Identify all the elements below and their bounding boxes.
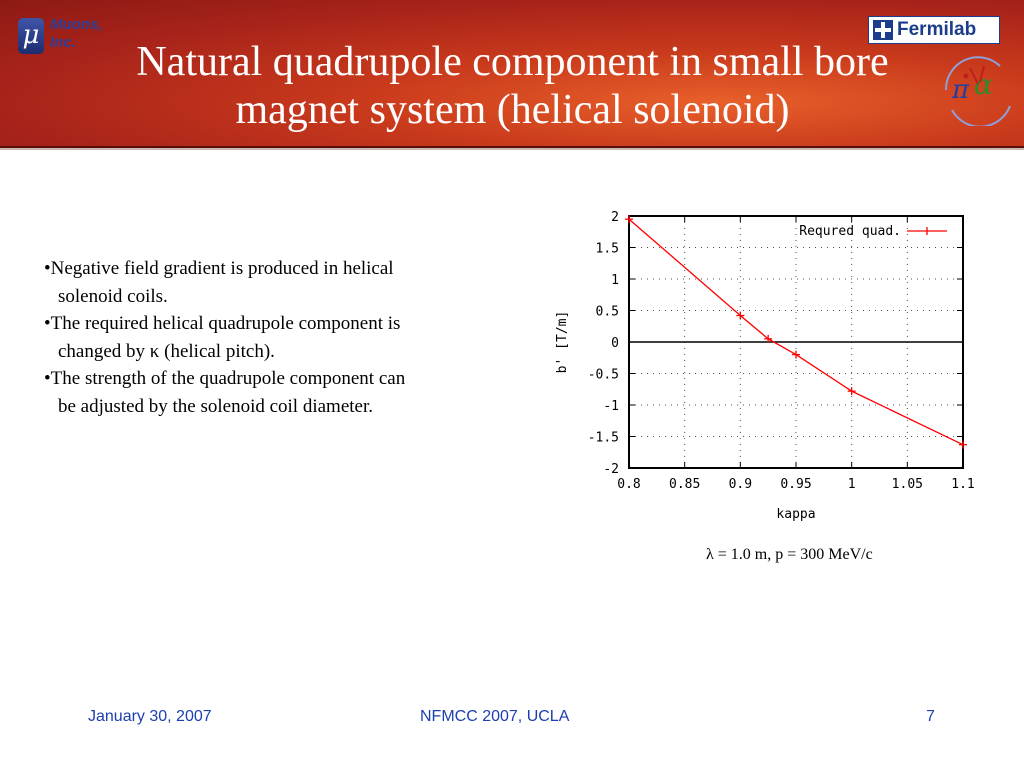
- header-divider: [0, 148, 1024, 150]
- y-tick-labels: 2 1.5 1 0.5 0 -0.5 -1 -1.5 -2: [588, 210, 619, 477]
- data-point: [792, 350, 800, 359]
- data-point: [625, 215, 633, 224]
- x-tick-label: 1.1: [951, 477, 974, 492]
- data-point: [847, 387, 856, 396]
- x-axis-label: kappa: [776, 507, 815, 522]
- footer-date: January 30, 2007: [88, 708, 212, 725]
- series-line: [628, 218, 964, 446]
- data-point: [764, 334, 773, 343]
- mu-symbol-icon: μ: [18, 18, 44, 54]
- legend-label: Requred quad.: [799, 224, 901, 239]
- x-tick-label: 1.05: [892, 477, 923, 492]
- y-tick-label: -1: [603, 399, 619, 414]
- bullet-text-continuation: be adjusted by the solenoid coil diamete…: [58, 395, 374, 417]
- chart-legend: Requred quad.: [799, 224, 947, 239]
- chart-svg: 0.8 0.85 0.9 0.95 1 1.05 1.1 2 1.5 1 0.5 0 -0.5 -1 -1…: [555, 210, 975, 522]
- bullet-text: •Negative field gradient is produced in …: [44, 258, 394, 279]
- slide-header: [0, 0, 1024, 149]
- data-point: [959, 440, 967, 449]
- svg-text:α: α: [974, 68, 993, 101]
- x-tick-label: 0.85: [669, 477, 700, 492]
- x-tick-label: 0.95: [780, 477, 811, 492]
- fermilab-text: Fermilab: [897, 19, 977, 40]
- y-tick-label: 0: [611, 336, 619, 351]
- bullet-text-continuation: changed by κ (helical pitch).: [58, 340, 275, 362]
- bullet-text-continuation: solenoid coils.: [58, 285, 168, 307]
- plot-frame: [628, 215, 964, 469]
- quadrupole-chart: 0.8 0.85 0.9 0.95 1 1.05 1.1 2 1.5 1 0.5 0 -0.5 -1 -1…: [550, 200, 990, 530]
- footer-page-number: 7: [926, 708, 935, 725]
- x-tick-labels: 0.8 0.85 0.9 0.95 1 1.05 1.1: [617, 477, 974, 492]
- muons-inc-logo: μ Muons, Inc.: [10, 14, 110, 64]
- fermilab-logo: Fermilab: [868, 16, 1000, 44]
- x-tick-label: 0.9: [729, 477, 752, 492]
- muons-inc-text: Muons, Inc.: [50, 16, 103, 51]
- neutrino-factory-logo-icon: π α: [944, 56, 1011, 126]
- y-tick-label: 1.5: [596, 242, 619, 257]
- bullet-item: •The required helical quadrupole compone…: [44, 310, 544, 365]
- x-tick-label: 1: [848, 477, 856, 492]
- slide-title: Natural quadrupole component in small bo…: [136, 39, 889, 133]
- footer-conference: NFMCC 2007, UCLA: [420, 708, 570, 725]
- bullet-item: •Negative field gradient is produced in …: [44, 255, 544, 310]
- y-tick-label: 0.5: [596, 305, 619, 320]
- bullet-text: •The required helical quadrupole compone…: [44, 313, 401, 334]
- bullet-text: •The strength of the quadrupole componen…: [44, 368, 406, 389]
- y-tick-label: -2: [603, 462, 619, 477]
- y-tick-label: -0.5: [588, 368, 619, 383]
- y-tick-label: 1: [611, 273, 619, 288]
- series-layer: [625, 215, 967, 449]
- bullet-list: •Negative field gradient is produced in …: [44, 255, 544, 420]
- svg-text:π: π: [951, 75, 970, 105]
- data-point: [736, 311, 745, 320]
- chart-caption: λ = 1.0 m, p = 300 MeV/c: [706, 546, 873, 563]
- y-axis-label: b' [T/m]: [555, 311, 570, 374]
- y-tick-label: 2: [611, 210, 619, 225]
- bullet-item: •The strength of the quadrupole componen…: [44, 365, 544, 420]
- fermilab-icon: [873, 20, 893, 40]
- x-tick-label: 0.8: [617, 477, 640, 492]
- y-tick-label: -1.5: [588, 431, 619, 446]
